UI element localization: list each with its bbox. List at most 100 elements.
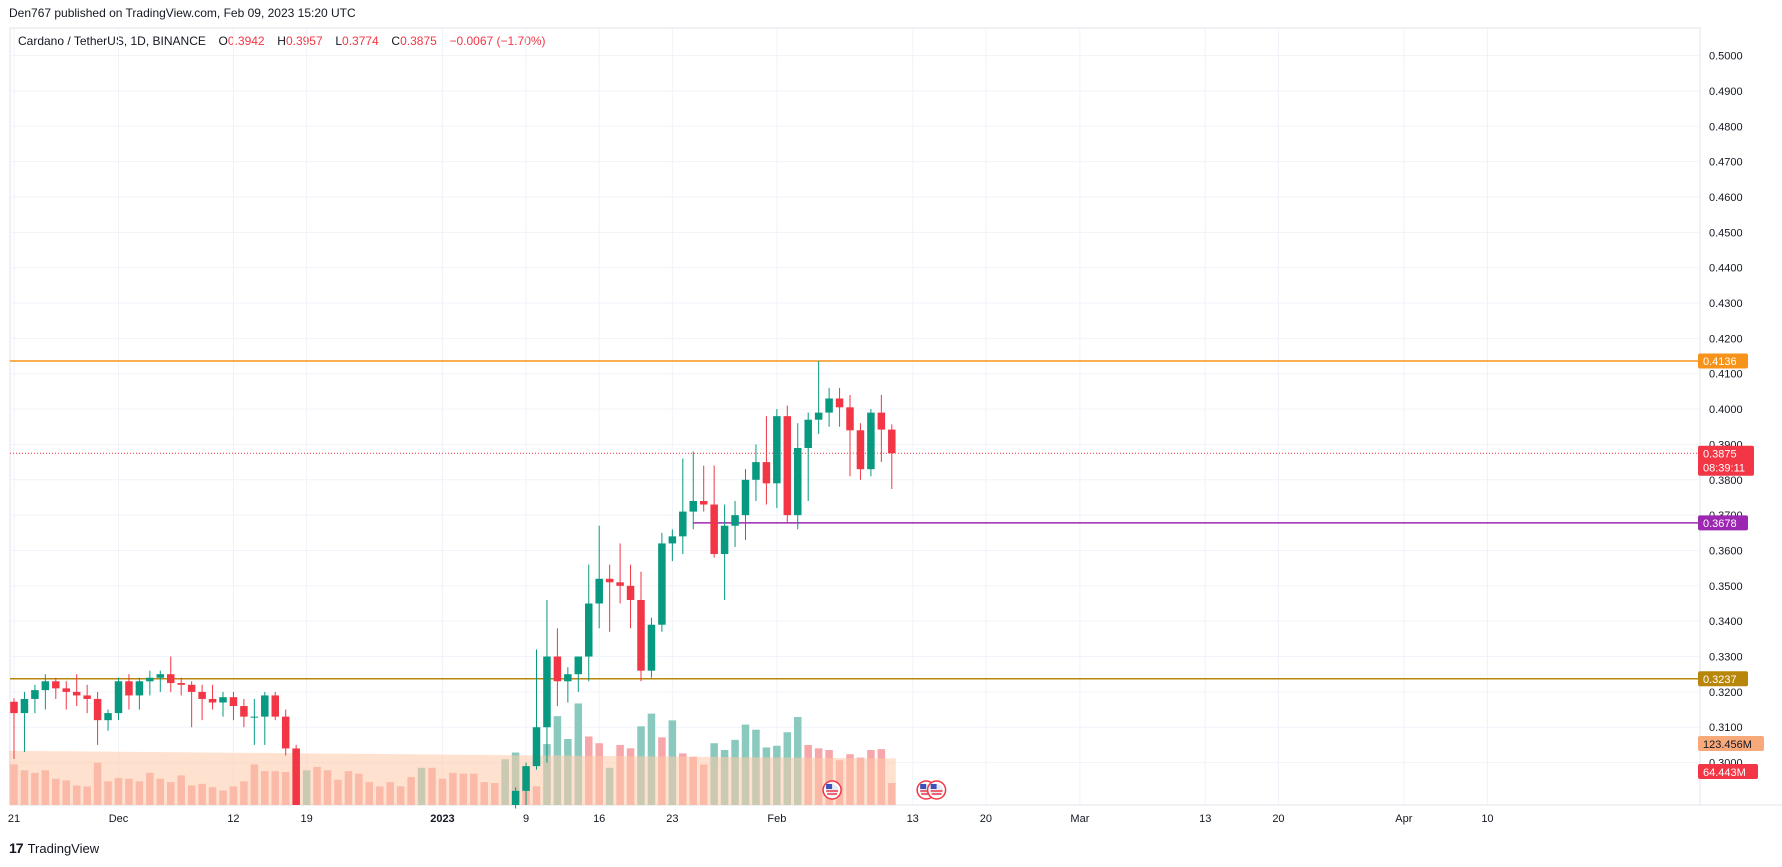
candle-body: [522, 766, 530, 791]
candle-body: [219, 697, 227, 703]
candle-body: [720, 525, 729, 555]
y-tick-label: 0.4900: [1709, 86, 1743, 98]
horizontal-levels[interactable]: [10, 360, 1700, 680]
candle-body: [699, 501, 708, 505]
candle-body: [647, 624, 656, 671]
candle-body: [156, 674, 165, 678]
price-axis[interactable]: 0.30000.31000.32000.33000.34000.35000.36…: [1709, 51, 1743, 770]
volume-last-label-bg: [1698, 764, 1758, 779]
last-price-label-bg: [1698, 445, 1754, 476]
symbol-legend[interactable]: Cardano / TetherUS, 1D, BINANCE O0.3942 …: [18, 34, 546, 48]
candle-body: [658, 543, 666, 625]
level-purple-price-label-bg: [1698, 515, 1748, 531]
y-tick-label: 0.4200: [1709, 333, 1743, 345]
y-tick-label: 0.4500: [1709, 227, 1743, 239]
x-tick-label: 20: [980, 813, 992, 825]
y-tick-label: 0.3500: [1709, 581, 1743, 593]
candles: [10, 361, 896, 809]
y-tick-label: 0.4800: [1709, 121, 1743, 133]
candle-body: [271, 695, 279, 717]
published-info: Den767 published on TradingView.com, Feb…: [9, 6, 356, 20]
x-tick-label: 20: [1272, 813, 1284, 825]
candle-body: [794, 447, 802, 516]
candle-body: [856, 430, 865, 470]
time-axis[interactable]: 21 Dec 12 19 2023 9 16 23 Feb 13 20 Mar 13 20 Apr 10: [8, 813, 1494, 825]
candle-body: [177, 683, 185, 685]
volume-last-label-text: 64.443M: [1703, 767, 1746, 779]
symbol-name[interactable]: Cardano / TetherUS, 1D, BINANCE: [18, 34, 206, 48]
us-flag-event-icon[interactable]: [822, 780, 842, 800]
resistance-price-label-text: 0.4136: [1703, 356, 1737, 368]
y-tick-label: 0.4100: [1709, 369, 1743, 381]
tradingview-logo: 17: [9, 840, 24, 856]
candle-body: [616, 582, 624, 586]
candle-body: [595, 578, 603, 604]
flag-canton: [930, 784, 937, 789]
x-tick-label: Feb: [767, 813, 786, 825]
grid-lines: [9, 27, 1782, 806]
open-label: O: [218, 34, 228, 48]
us-flag-event-icon[interactable]: [926, 780, 947, 800]
candle-body: [93, 698, 102, 721]
y-tick-label: 0.5000: [1709, 51, 1743, 63]
resistance-price-label-bg: [1698, 353, 1748, 369]
axis-price-labels: 0.4136 0.3237 0.3678 0.3875 08:39:11 123.456M…: [1698, 353, 1764, 779]
y-tick-label: 0.4300: [1709, 298, 1743, 310]
high-label: H: [277, 34, 286, 48]
candle-body: [146, 677, 154, 682]
candle-body: [240, 706, 248, 717]
candle-body: [125, 681, 133, 696]
candle-body: [52, 681, 60, 689]
candle-body: [825, 398, 833, 413]
high-value: 0.3957: [285, 34, 323, 48]
x-tick-label: Mar: [1070, 813, 1089, 825]
candle-body: [637, 599, 645, 671]
candle-body: [532, 727, 541, 767]
candle-body: [773, 416, 781, 484]
candle-body: [564, 674, 572, 682]
candle-body: [783, 416, 792, 516]
candle-body: [752, 462, 760, 480]
support-price-label-text: 0.3237: [1703, 674, 1737, 686]
x-tick-label: 9: [523, 813, 529, 825]
candle-body: [585, 603, 593, 657]
candle-body: [104, 713, 112, 721]
candle-body: [814, 412, 823, 420]
candle-body: [281, 716, 290, 749]
candle-body: [574, 656, 583, 675]
candle-body: [114, 681, 123, 714]
x-tick-label: 13: [1199, 813, 1211, 825]
tradingview-footer: 17 TradingView: [9, 840, 99, 856]
flag-canton: [826, 784, 833, 789]
x-tick-label: 13: [907, 813, 919, 825]
x-tick-label: 19: [300, 813, 312, 825]
candle-body: [135, 681, 144, 696]
candle-body: [710, 504, 718, 555]
low-value: 0.3774: [342, 34, 379, 48]
x-tick-label: 21: [8, 813, 20, 825]
candle-body: [877, 412, 886, 430]
candle-body: [41, 681, 50, 691]
x-tick-label: 16: [593, 813, 605, 825]
x-tick-label: Dec: [109, 813, 129, 825]
candle-body: [83, 695, 91, 699]
candle-body: [261, 695, 269, 717]
candle-body: [835, 398, 844, 408]
candle-body: [208, 698, 217, 703]
candle-body: [250, 716, 259, 718]
candle-body: [679, 511, 687, 537]
candle-body: [62, 688, 70, 692]
last-price-text: 0.3875: [1703, 448, 1737, 460]
candle-body: [846, 407, 854, 431]
open-value: 0.3942: [227, 34, 265, 48]
candle-body: [167, 674, 175, 684]
x-tick-label: 10: [1481, 813, 1493, 825]
y-tick-label: 0.4400: [1709, 263, 1743, 275]
x-tick-label: Apr: [1395, 813, 1412, 825]
y-tick-label: 0.3400: [1709, 616, 1743, 628]
support-price-label-bg: [1698, 671, 1748, 687]
candle-body: [867, 412, 875, 470]
y-tick-label: 0.4600: [1709, 192, 1743, 204]
event-markers[interactable]: [822, 780, 947, 800]
